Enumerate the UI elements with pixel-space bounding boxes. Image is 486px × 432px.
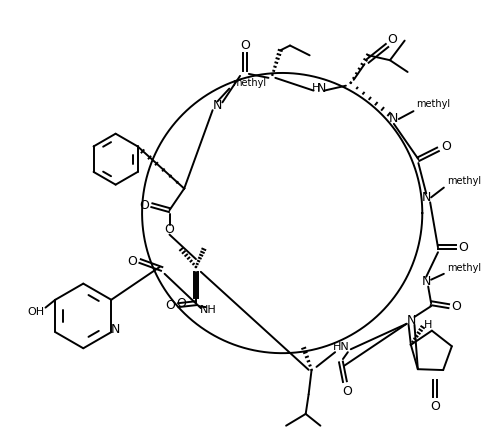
Text: methyl: methyl	[447, 263, 481, 273]
Text: O: O	[458, 241, 469, 254]
Text: O: O	[139, 199, 149, 212]
Text: N: N	[407, 314, 416, 327]
Text: N: N	[110, 323, 120, 336]
Text: N: N	[421, 275, 431, 288]
Text: O: O	[441, 140, 451, 153]
Text: O: O	[166, 299, 175, 311]
Text: O: O	[342, 385, 352, 398]
Text: N: N	[389, 112, 399, 126]
Text: NH: NH	[200, 305, 217, 315]
Text: methyl: methyl	[417, 99, 451, 109]
Text: N: N	[213, 99, 222, 112]
Text: O: O	[165, 223, 174, 236]
Text: O: O	[387, 33, 397, 46]
Text: O: O	[451, 300, 462, 313]
Text: O: O	[176, 297, 186, 310]
Text: O: O	[127, 254, 137, 267]
Text: methyl: methyl	[232, 78, 266, 88]
Text: methyl: methyl	[447, 176, 481, 186]
Text: N: N	[421, 191, 431, 204]
Text: H: H	[424, 320, 433, 330]
Text: HN: HN	[332, 342, 349, 352]
Text: O: O	[240, 39, 250, 52]
Text: N: N	[317, 82, 326, 95]
Text: O: O	[431, 400, 440, 413]
Text: OH: OH	[27, 307, 44, 317]
Text: H: H	[312, 83, 321, 92]
